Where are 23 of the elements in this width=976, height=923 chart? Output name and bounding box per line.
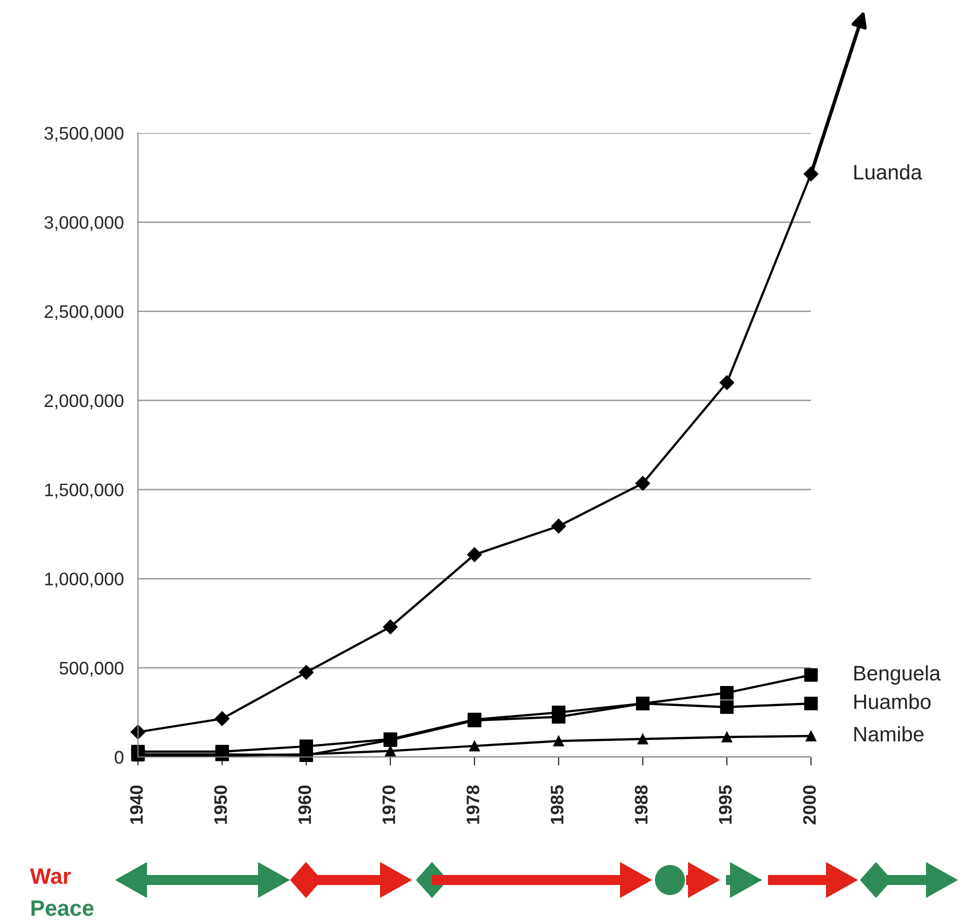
x-tick-label: 1985 <box>550 785 564 824</box>
x-tick-label: 1988 <box>634 785 648 824</box>
y-tick-label: 1,000,000 <box>45 572 124 588</box>
series-label: Namibe <box>854 726 924 742</box>
x-tick-label: 1960 <box>298 786 312 824</box>
series-label: Huambo <box>854 694 931 710</box>
text: Peace <box>31 900 94 916</box>
y-tick-label: 0 <box>114 750 124 764</box>
y-tick-label: 3,500,000 <box>44 126 124 142</box>
x-tick-label: 1978 <box>466 785 480 824</box>
y-tick-label: 2,500,000 <box>44 305 124 320</box>
x-tick-label: 1940 <box>130 786 143 824</box>
y-tick-label: 3,000,000 <box>44 216 124 231</box>
y-tick-label: 2,000,000 <box>44 394 124 410</box>
series-label: Benguela <box>854 665 941 685</box>
x-tick-label: 1950 <box>214 786 227 824</box>
x-tick-label: 1970 <box>382 786 396 824</box>
x-tick-label: 1995 <box>718 785 732 824</box>
y-tick-label: 500,000 <box>60 662 124 677</box>
series-label: Luanda <box>854 164 922 180</box>
text: War <box>30 868 71 884</box>
y-tick-label: 1,500,000 <box>45 484 124 498</box>
x-tick-label: 2000 <box>803 786 816 824</box>
